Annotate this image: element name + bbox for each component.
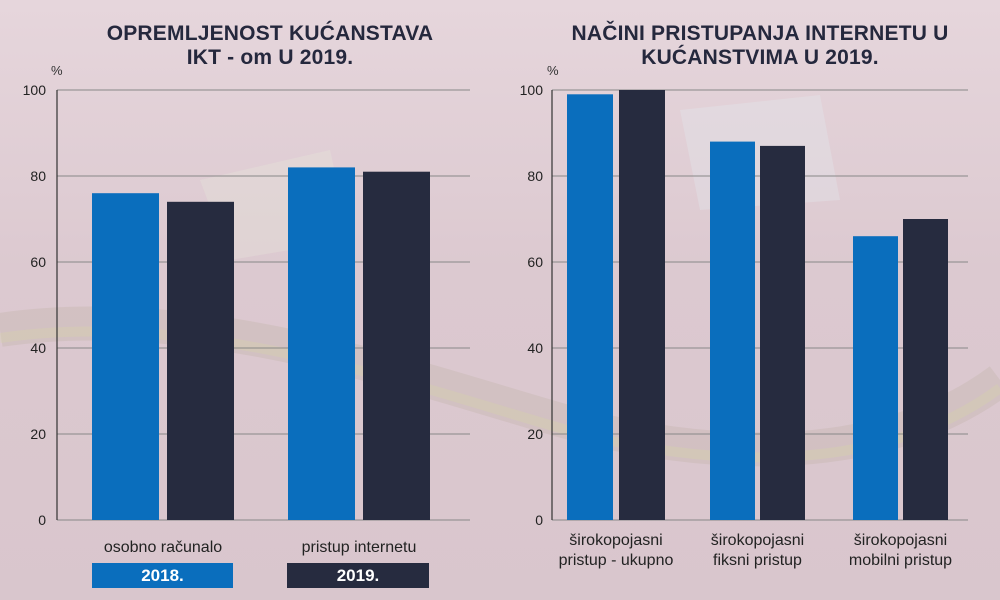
chart2-title-line2: KUĆANSTVIMA U 2019.: [641, 46, 879, 69]
chart2-category-label: širokopojasni: [569, 532, 662, 549]
chart2-bar-2018: [710, 141, 755, 520]
legend-2019: 2019.: [287, 563, 429, 588]
chart1-bar-2019: [167, 201, 234, 521]
chart2-title: NAČINI PRISTUPANJA INTERNETU U KUĆANSTVI…: [520, 22, 1000, 70]
chart1-category-label: osobno računalo: [104, 539, 222, 556]
chart1-y-unit: %: [51, 63, 63, 78]
chart2-category-label: pristup - ukupno: [559, 552, 674, 569]
chart2-bar-2019: [619, 90, 665, 520]
chart2-y-tick-label: 60: [527, 254, 543, 270]
chart1-title-line1: OPREMLJENOST KUĆANSTAVA: [106, 22, 434, 45]
chart2-bar-2018: [567, 94, 613, 521]
chart1-y-tick-label: 0: [38, 512, 46, 528]
chart2-category-label: fiksni pristup: [713, 552, 802, 569]
chart1-y-tick-label: 80: [30, 168, 46, 184]
chart1-title-line2: IKT - om U 2019.: [186, 46, 354, 69]
chart2-title-line1: NAČINI PRISTUPANJA INTERNETU U: [571, 22, 949, 45]
chart2-bar-2019: [760, 145, 805, 520]
chart2-bar-2018: [853, 236, 898, 520]
chart1-bar-2018: [92, 193, 159, 520]
chart2-category-label: širokopojasni: [711, 532, 804, 549]
chart2-y-tick-label: 0: [535, 512, 543, 528]
legend-2018: 2018.: [92, 563, 233, 588]
chart1-category-label: pristup internetu: [302, 539, 417, 556]
chart1-bar-2018: [288, 167, 355, 520]
chart2-y-tick-label: 80: [527, 168, 543, 184]
chart2-y-tick-label: 100: [520, 82, 544, 98]
chart2-category-label: mobilni pristup: [849, 552, 952, 569]
chart2-y-tick-label: 20: [527, 426, 543, 442]
chart1-title: OPREMLJENOST KUĆANSTAVA IKT - om U 2019.: [40, 22, 500, 70]
chart1-y-tick-label: 40: [30, 340, 46, 356]
chart1-y-tick-label: 100: [23, 82, 47, 98]
chart2-bar-2019: [903, 219, 948, 520]
chart1-bar-2019: [363, 171, 430, 520]
chart2-y-tick-label: 40: [527, 340, 543, 356]
chart1-y-tick-label: 20: [30, 426, 46, 442]
chart2-category-label: širokopojasni: [854, 532, 947, 549]
chart2-y-unit: %: [547, 63, 559, 78]
chart1-y-tick-label: 60: [30, 254, 46, 270]
